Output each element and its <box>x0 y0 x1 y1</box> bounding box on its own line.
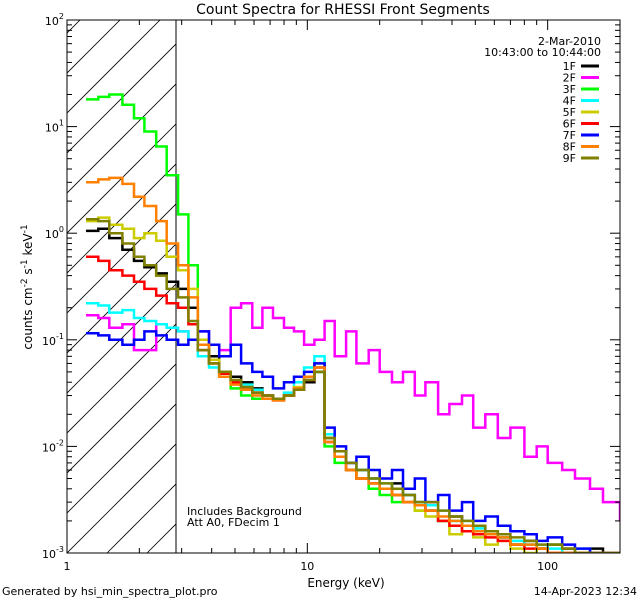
chart-title: Count Spectra for RHESSI Front Segments <box>196 2 490 18</box>
y-tick-label: 10-3 <box>42 545 64 561</box>
legend-time-range: 10:43:00 to 10:44:00 <box>484 46 601 59</box>
legend-label-7F: 7F <box>563 129 576 142</box>
hatch-line <box>67 443 176 553</box>
legend-label-3F: 3F <box>563 83 576 96</box>
hatch-line <box>67 43 176 154</box>
y-tick-label: 101 <box>45 119 64 135</box>
x-tick-labels: 1 10 100 <box>64 560 559 573</box>
legend-label-4F: 4F <box>563 95 576 108</box>
legend-label-5F: 5F <box>563 106 576 119</box>
footer-generator: Generated by hsi_min_spectra_plot.pro <box>2 585 218 598</box>
series-8F-line <box>86 176 620 553</box>
legend-label-6F: 6F <box>563 118 576 131</box>
y-tick-label: 10-1 <box>42 332 64 348</box>
annotation-text: Includes Background <box>187 505 302 518</box>
y-axis-label: counts cm-2 s-1 keV-1 <box>20 224 35 349</box>
annotation-text: Att A0, FDecim 1 <box>187 516 280 529</box>
hatch-line <box>67 403 176 514</box>
legend-label-2F: 2F <box>563 72 576 85</box>
series-9F-line <box>86 218 620 553</box>
hatch-line <box>67 323 176 434</box>
series-6F-line <box>86 255 620 553</box>
x-tick-label: 100 <box>537 560 558 573</box>
legend-label-1F: 1F <box>563 60 576 73</box>
hatched-region <box>0 0 640 553</box>
hatch-line <box>67 123 176 234</box>
hatch-line <box>0 0 107 553</box>
x-tick-label: 10 <box>300 560 314 573</box>
legend-date: 2-Mar-2010 <box>538 35 601 48</box>
legend-label-8F: 8F <box>563 141 576 154</box>
series-7F-line <box>86 330 620 553</box>
footer-timestamp: 14-Apr-2023 12:34 <box>534 585 637 598</box>
y-tick-labels: 102 101 100 10-1 10-2 10-3 <box>42 12 64 561</box>
hatch-line <box>67 203 176 314</box>
x-tick-label: 1 <box>64 560 71 573</box>
series-5F-line <box>86 216 620 553</box>
plot-frame <box>66 19 621 554</box>
y-tick-label: 102 <box>45 12 64 28</box>
series-layer <box>86 93 620 553</box>
x-axis-label: Energy (keV) <box>307 576 384 590</box>
hatch-line <box>67 163 176 274</box>
legend-label-9F: 9F <box>563 152 576 165</box>
hatch-line <box>227 0 640 553</box>
y-tick-label: 100 <box>45 225 64 241</box>
axis-ticks <box>66 19 621 554</box>
hatch-line <box>67 20 161 114</box>
y-tick-label: 10-2 <box>42 438 64 454</box>
hatch-line <box>267 0 640 553</box>
hatch-line <box>67 20 121 74</box>
hatch-line <box>67 283 176 394</box>
hatch-line <box>67 363 176 474</box>
hatch-line <box>67 83 176 194</box>
